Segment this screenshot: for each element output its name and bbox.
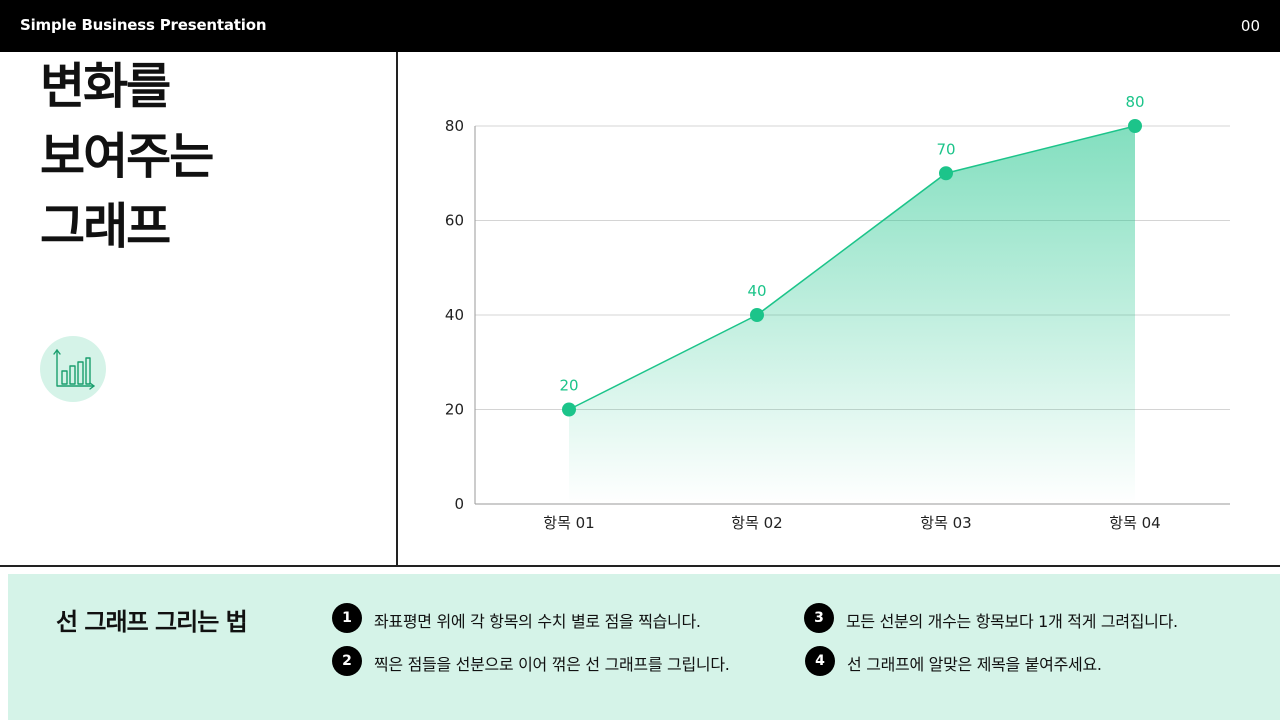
x-tick-label: 항목 02 — [731, 514, 782, 532]
slide-heading: 변화를 보여주는 그래프 — [40, 52, 214, 262]
page-number: 00 — [1240, 17, 1260, 35]
step-text: 좌표평면 위에 각 항목의 수치 별로 점을 찍습니다. — [374, 612, 701, 631]
data-point-4 — [1128, 119, 1142, 133]
line-area-chart: 20 40 70 80 0 20 40 60 80 항목 01 항목 02 항목 03 항목 04 — [445, 93, 1230, 532]
heading-line-2: 보여주는 — [40, 128, 214, 185]
data-label-1: 20 — [559, 377, 578, 395]
y-tick-label: 0 — [454, 495, 464, 513]
data-label-3: 70 — [936, 140, 955, 158]
data-label-4: 80 — [1125, 93, 1144, 111]
step-text: 모든 선분의 개수는 항목보다 1개 적게 그려집니다. — [846, 612, 1178, 631]
vertical-divider — [396, 52, 398, 567]
step-number: 1 — [332, 603, 362, 633]
step-number: 3 — [804, 603, 834, 633]
y-tick-label: 20 — [445, 401, 464, 419]
series-line — [568, 125, 1136, 411]
heading-line-1: 변화를 — [40, 58, 171, 115]
y-tick-label: 40 — [445, 306, 464, 324]
horizontal-divider — [0, 565, 1280, 567]
presentation-title: Simple Business Presentation — [20, 16, 267, 34]
chart-area: 20 40 70 80 0 20 40 60 80 항목 01 항목 02 항목 03 항목 04 — [398, 52, 1280, 566]
step-number: 4 — [805, 646, 835, 676]
data-point-3 — [939, 166, 953, 181]
data-label-2: 40 — [747, 282, 766, 300]
top-bar: Simple Business Presentation 00 — [0, 0, 1280, 52]
data-point-1 — [562, 402, 576, 417]
y-tick-label: 60 — [445, 212, 464, 230]
data-point-2 — [750, 308, 764, 322]
heading-line-3: 그래프 — [40, 198, 171, 255]
series-area-fill — [569, 126, 1135, 504]
step-number: 2 — [332, 646, 362, 676]
bar-chart-icon — [53, 349, 95, 390]
x-tick-label: 항목 01 — [543, 514, 594, 532]
x-tick-label: 항목 04 — [1109, 514, 1160, 532]
x-tick-label: 항목 03 — [920, 514, 971, 532]
step-text: 찍은 점들을 선분으로 이어 꺾은 선 그래프를 그립니다. — [374, 655, 730, 674]
how-to-title: 선 그래프 그리는 법 — [56, 608, 248, 636]
y-tick-label: 80 — [445, 117, 464, 135]
how-to-panel: 선 그래프 그리는 법 1 좌표평면 위에 각 항목의 수치 별로 점을 찍습니… — [8, 574, 1280, 720]
step-text: 선 그래프에 알맞은 제목을 붙여주세요. — [847, 655, 1102, 674]
icon-badge — [40, 336, 106, 402]
